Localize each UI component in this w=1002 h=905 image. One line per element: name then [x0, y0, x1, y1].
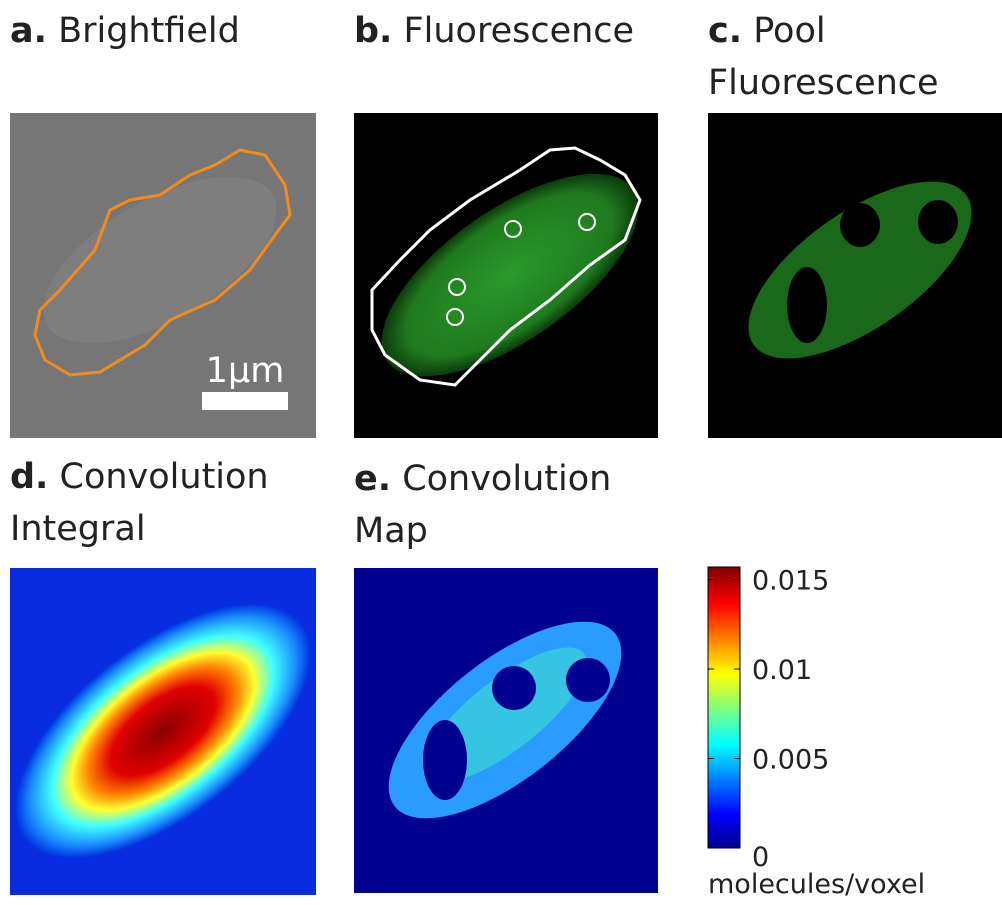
panel-title-text: Fluorescence [708, 63, 939, 103]
panel-title: d. Convolution [10, 457, 269, 497]
panel-title-text: Pool [753, 11, 825, 51]
panel-d-image [10, 568, 316, 895]
panel-title: Integral [10, 509, 146, 549]
panel-letter: c. [708, 11, 742, 51]
colorbar-tick-label: 0.015 [752, 566, 829, 597]
panel-a-image [10, 113, 316, 438]
panel-letter: b. [354, 11, 392, 51]
panel-title: c. Pool [708, 11, 826, 51]
panel-title-text: Fluorescence [404, 11, 635, 51]
panel-letter: d. [10, 457, 48, 497]
panel-title-text: Convolution [402, 459, 611, 499]
panel-b-image [354, 113, 658, 438]
panel-title-text: Brightfield [58, 11, 240, 51]
panel-letter: a. [10, 11, 47, 51]
colorbar-label: molecules/voxel [708, 869, 925, 900]
panel-e-image [354, 568, 658, 893]
panel-title: e. Convolution [354, 459, 611, 499]
colorbar [707, 566, 741, 849]
panel-c-image [708, 113, 1002, 438]
colorbar-tick-label: 0 [752, 842, 769, 873]
panel-title: b. Fluorescence [354, 11, 634, 51]
colorbar-tick-label: 0.01 [752, 655, 812, 686]
panel-title-text: Convolution [60, 457, 269, 497]
panel-title: Map [354, 511, 428, 551]
panel-title-text: Map [354, 511, 428, 551]
panel-title-text: Integral [10, 509, 146, 549]
colorbar-tick-label: 0.005 [752, 745, 829, 776]
scale-bar-label: 1μm [206, 351, 285, 391]
panel-title: a. Brightfield [10, 11, 240, 51]
panel-title: Fluorescence [708, 63, 939, 103]
panel-letter: e. [354, 459, 391, 499]
